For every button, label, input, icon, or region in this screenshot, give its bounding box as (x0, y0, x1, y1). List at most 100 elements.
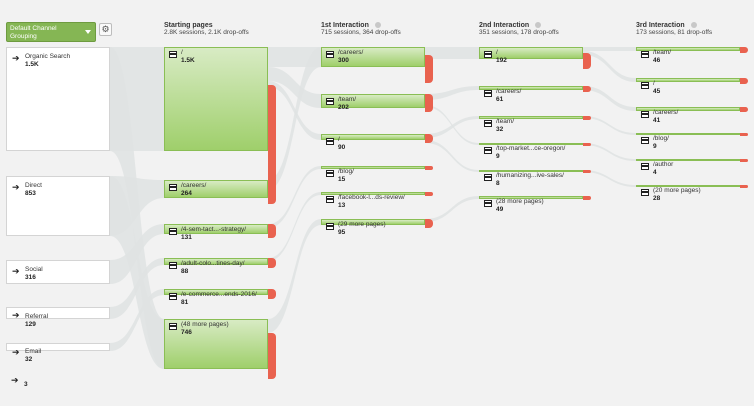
dropoff-bar[interactable] (583, 170, 591, 173)
flow-link[interactable] (425, 105, 479, 145)
page-value: 45 (653, 88, 661, 95)
dropoff-bar[interactable] (268, 258, 276, 268)
page-icon (169, 293, 177, 300)
source-node-direct[interactable]: ➔ Direct 853 (6, 176, 110, 236)
dropoff-bar[interactable] (268, 289, 276, 299)
dropoff-bar[interactable] (425, 55, 433, 83)
flow-link[interactable] (583, 170, 636, 187)
dropoff-bar[interactable] (425, 134, 433, 143)
dropoff-bar[interactable] (583, 143, 591, 146)
source-node-social[interactable]: ➔ Social 316 (6, 260, 110, 284)
page-value: 46 (653, 57, 661, 64)
page-node[interactable]: (48 more pages) 746 (164, 319, 276, 379)
dropoff-bar[interactable] (425, 219, 433, 228)
dropoff-bar[interactable] (740, 185, 748, 188)
dropoff-bar[interactable] (740, 159, 748, 162)
page-node[interactable]: (20 more pages) 28 (636, 185, 748, 202)
dropoff-bar[interactable] (583, 116, 591, 120)
page-node[interactable]: / 192 (479, 47, 591, 69)
source-node-referral[interactable]: ➔ Referral 129 (6, 307, 110, 328)
page-node[interactable]: /careers/ 264 (164, 180, 276, 204)
column-title: 3rd Interaction (636, 22, 685, 29)
page-icon (169, 323, 177, 330)
page-node[interactable]: /team/ 202 (321, 94, 433, 112)
flow-link[interactable] (583, 143, 636, 161)
source-node-other[interactable]: ➔ 3 (6, 374, 110, 389)
page-value: 95 (338, 229, 346, 236)
flow-link[interactable] (425, 86, 479, 100)
entrance-arrow-icon: ➔ (12, 53, 20, 63)
page-node[interactable]: /careers/ 300 (321, 47, 433, 83)
close-icon[interactable] (535, 22, 542, 29)
dropoff-bar[interactable] (268, 85, 276, 191)
page-node[interactable]: /team/ 32 (479, 116, 591, 133)
page-node[interactable]: /adult-colo...tines-day/ 88 (164, 258, 276, 275)
page-label: /careers/ (338, 49, 364, 56)
page-node[interactable]: / 1.5K (164, 47, 276, 191)
flow-link[interactable] (268, 81, 321, 140)
column-header-3rd-interaction: 3rd Interaction 173 sessions, 81 drop-of… (636, 22, 712, 36)
page-value: 131 (181, 234, 192, 241)
chevron-down-icon (85, 30, 91, 34)
flow-link[interactable] (110, 47, 164, 369)
flow-link[interactable] (268, 166, 321, 228)
dropoff-bar[interactable] (583, 53, 591, 69)
flow-link[interactable] (583, 86, 636, 111)
page-node[interactable]: (29 more pages) 95 (321, 219, 433, 236)
page-node[interactable]: /4-sem-tact...-strategy/ 131 (164, 224, 276, 241)
page-node[interactable]: (28 more pages) 49 (479, 196, 591, 213)
column-summary: 351 sessions, 178 drop-offs (479, 29, 559, 36)
page-node[interactable]: /blog/ 15 (321, 166, 433, 183)
close-icon[interactable] (690, 22, 697, 29)
flow-link[interactable] (268, 219, 321, 333)
flow-link[interactable] (268, 47, 321, 190)
gear-icon[interactable]: ⚙ (99, 23, 112, 36)
dimension-selector-button[interactable]: Default Channel Grouping (6, 22, 96, 42)
dropoff-bar[interactable] (425, 192, 433, 196)
page-value: 49 (496, 206, 504, 213)
dropoff-bar[interactable] (268, 180, 276, 204)
page-icon (484, 174, 492, 181)
flow-link[interactable] (110, 289, 164, 351)
page-node[interactable]: /top-market...ce-oregon/ 9 (479, 143, 591, 160)
page-icon (169, 184, 177, 191)
page-value: 9 (653, 143, 657, 150)
flow-link[interactable] (425, 140, 479, 172)
page-label: / (338, 136, 340, 143)
dropoff-bar[interactable] (740, 47, 748, 53)
page-node[interactable]: / 45 (636, 78, 748, 95)
page-node[interactable]: /blog/ 9 (636, 133, 748, 150)
page-node[interactable]: /team/ 46 (636, 47, 748, 64)
flow-link[interactable] (425, 196, 479, 222)
flow-link[interactable] (425, 116, 479, 138)
page-node[interactable]: / 90 (321, 134, 433, 151)
close-icon[interactable] (374, 22, 381, 29)
dropoff-bar[interactable] (268, 224, 276, 238)
page-node[interactable]: /humanizing...ive-sales/ 8 (479, 170, 591, 187)
page-label: /humanizing...ive-sales/ (496, 172, 564, 179)
dropoff-bar[interactable] (583, 86, 591, 92)
source-node-email[interactable]: ➔ Email 32 (6, 343, 110, 363)
flow-link[interactable] (268, 192, 321, 261)
page-node[interactable]: /e-commerce...ends-2016/ 81 (164, 289, 276, 306)
source-label: Organic Search (25, 53, 71, 60)
flow-link[interactable] (583, 116, 636, 135)
dropoff-bar[interactable] (740, 107, 748, 112)
page-node[interactable]: /author 4 (636, 159, 748, 176)
flow-link[interactable] (583, 51, 636, 82)
dropoff-bar[interactable] (740, 78, 748, 84)
source-node-organic-search[interactable]: ➔ Organic Search 1.5K (6, 47, 110, 151)
dropoff-bar[interactable] (583, 196, 591, 200)
page-label: /team/ (338, 96, 357, 103)
flow-link[interactable] (583, 47, 636, 51)
page-node[interactable]: /careers/ 61 (479, 86, 591, 103)
dropoff-bar[interactable] (425, 166, 433, 170)
page-node[interactable]: /careers/ 41 (636, 107, 748, 124)
dropoff-bar[interactable] (740, 133, 748, 136)
dropoff-bar[interactable] (425, 94, 433, 112)
flow-link[interactable] (425, 47, 479, 59)
page-node[interactable]: /facebook-l...ds-review/ 13 (321, 192, 433, 209)
dropoff-bar[interactable] (268, 333, 276, 379)
flow-link[interactable] (268, 67, 321, 108)
page-value: 264 (181, 190, 192, 197)
